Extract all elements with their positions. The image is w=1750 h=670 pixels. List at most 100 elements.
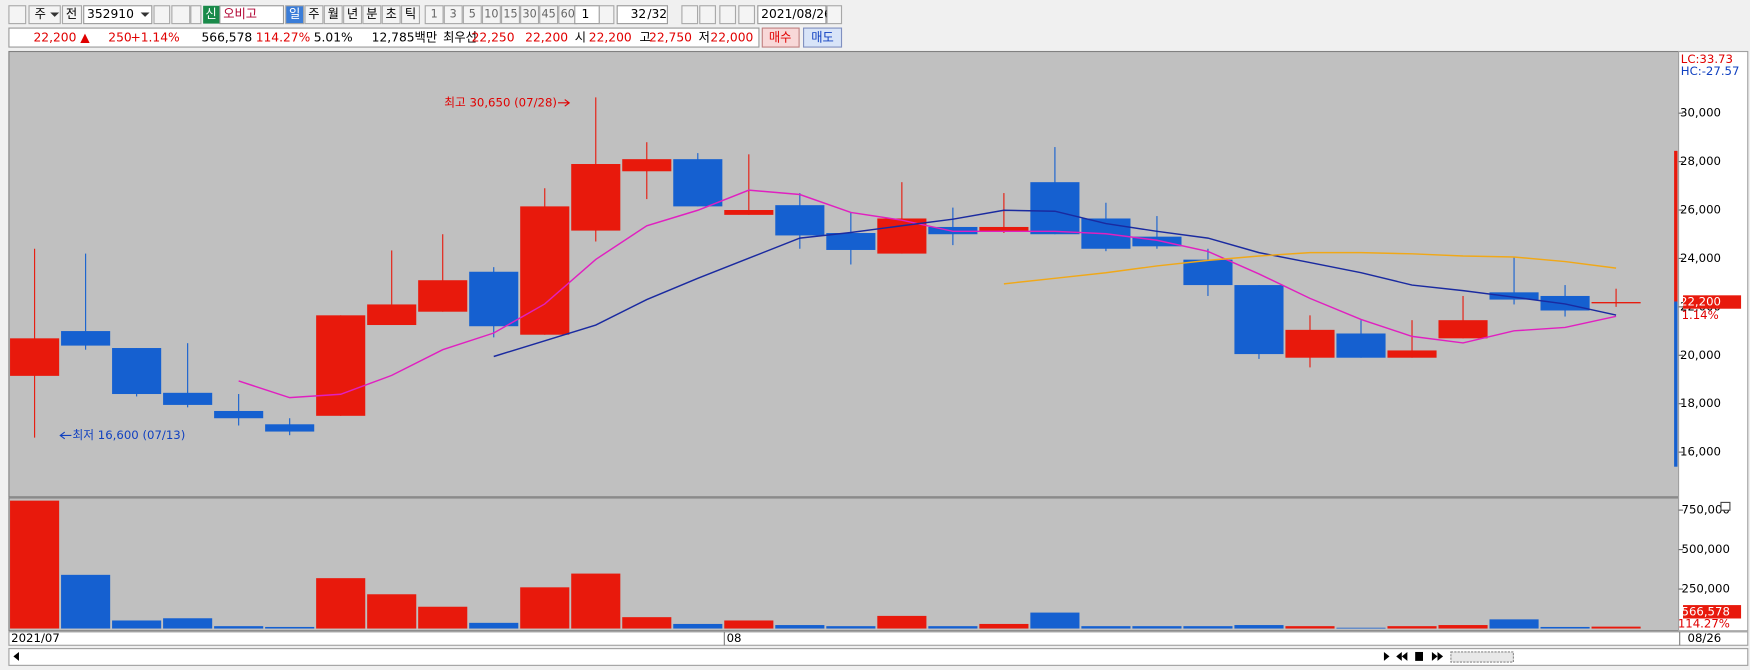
x-label: 08/26 — [1688, 631, 1722, 645]
scroll-control[interactable] — [1415, 651, 1423, 661]
volume-bar — [469, 622, 519, 629]
period-button[interactable] — [381, 5, 401, 25]
calendar-button[interactable] — [826, 5, 843, 25]
tool-button[interactable] — [681, 5, 699, 25]
panel-button[interactable] — [1720, 501, 1731, 511]
name-box — [219, 5, 285, 25]
y-tick-label: 26,000 — [1680, 203, 1721, 217]
volume-bar — [1183, 626, 1233, 629]
save-button[interactable] — [719, 5, 737, 25]
candle-body — [163, 392, 213, 405]
candle-body — [112, 348, 162, 395]
period-button[interactable] — [343, 5, 363, 25]
volume-bar — [775, 625, 825, 629]
interval-button[interactable] — [520, 5, 540, 25]
buy-button[interactable] — [761, 27, 800, 48]
sound-button[interactable] — [171, 5, 191, 25]
tool-button[interactable] — [699, 5, 716, 25]
candle-body — [1234, 285, 1284, 355]
scroll-thumb[interactable] — [1450, 651, 1514, 663]
page-total: /32 — [647, 7, 667, 21]
period-label: 틱 — [405, 7, 416, 21]
settings-button[interactable] — [738, 5, 756, 25]
period-label: 년 — [347, 7, 358, 21]
candle-body — [265, 424, 315, 432]
volume-ratio: 114.27% — [256, 31, 311, 45]
quote-box — [8, 27, 760, 48]
interval-label: 10 — [484, 8, 498, 21]
low-label: 저 — [699, 31, 710, 45]
volume: 566,578 — [201, 31, 252, 45]
count-dropdown[interactable] — [598, 5, 615, 25]
volume-bar — [1489, 619, 1539, 629]
candle-body — [1030, 182, 1080, 235]
volume-bar — [418, 606, 468, 629]
volume-bar — [1285, 626, 1335, 629]
volume-bar — [1438, 625, 1488, 629]
interval-button[interactable] — [462, 5, 482, 25]
volume-bar — [61, 574, 111, 629]
count: 1 — [581, 7, 589, 21]
volume-bar — [163, 618, 213, 629]
interval-button[interactable] — [539, 5, 559, 25]
scrollbar[interactable] — [8, 648, 1749, 666]
y-tick-label: 500,000 — [1682, 542, 1730, 556]
change: 250 — [108, 31, 131, 45]
scroll-left[interactable] — [13, 651, 19, 661]
y-tick-label: 20,000 — [1680, 348, 1721, 362]
volume-bar — [826, 626, 876, 629]
interval-label: 3 — [450, 8, 457, 21]
amount: 12,785백만 — [372, 31, 437, 45]
period-label: 분 — [366, 7, 377, 21]
candle-body — [1387, 350, 1437, 358]
volume-bar — [112, 620, 162, 629]
interval-label: 60 — [561, 8, 575, 21]
x-axis-area — [8, 631, 1749, 646]
volume-bar — [979, 623, 1029, 629]
volume-bar — [1234, 625, 1284, 629]
code-input[interactable] — [83, 5, 153, 25]
candle-body — [367, 304, 417, 326]
chart: 16,00018,00020,00022,00024,00026,00028,0… — [10, 52, 1742, 663]
interval-label: 30 — [522, 8, 536, 21]
interval-button[interactable] — [443, 5, 463, 25]
candle-body — [1591, 302, 1641, 304]
sell-button[interactable] — [803, 27, 843, 48]
sound-dropdown[interactable] — [190, 5, 202, 25]
scope-button[interactable] — [61, 5, 83, 25]
scope: 전 — [66, 7, 77, 21]
date-box[interactable] — [757, 5, 827, 25]
scroll-control[interactable] — [1383, 651, 1390, 661]
lc-label: LC:33.73 — [1681, 52, 1733, 66]
period-button[interactable] — [304, 5, 324, 25]
period-button[interactable] — [285, 5, 305, 25]
change-marker: 1.14% — [1682, 308, 1719, 322]
search-button[interactable] — [153, 5, 171, 25]
y-tick-label: 250,000 — [1682, 582, 1730, 596]
layout-button[interactable] — [8, 5, 27, 25]
market: 주 — [35, 7, 46, 21]
volume-bar — [928, 626, 978, 629]
volume-bar — [724, 620, 774, 629]
market-select[interactable] — [28, 5, 61, 25]
candle-body — [1438, 320, 1488, 339]
open-label: 시 — [575, 31, 586, 45]
turnover: 5.01% — [314, 31, 353, 45]
volume-bar — [622, 617, 672, 629]
candle-body — [316, 315, 366, 416]
interval-button[interactable] — [481, 5, 501, 25]
interval-button[interactable] — [424, 5, 444, 25]
interval-button[interactable] — [501, 5, 520, 25]
y-tick-label: 30,000 — [1680, 106, 1721, 120]
page: 32 — [631, 7, 647, 21]
interval-label: 45 — [542, 8, 556, 21]
y-tick-label: 750,000 — [1682, 503, 1730, 517]
period-button[interactable] — [323, 5, 343, 25]
candle-body — [826, 233, 876, 250]
volume-bar — [265, 626, 315, 629]
moving-average — [1003, 251, 1617, 285]
period-button[interactable] — [362, 5, 382, 25]
candle-body — [979, 226, 1029, 232]
volume-panel — [8, 497, 1680, 632]
period-button[interactable] — [401, 5, 420, 25]
